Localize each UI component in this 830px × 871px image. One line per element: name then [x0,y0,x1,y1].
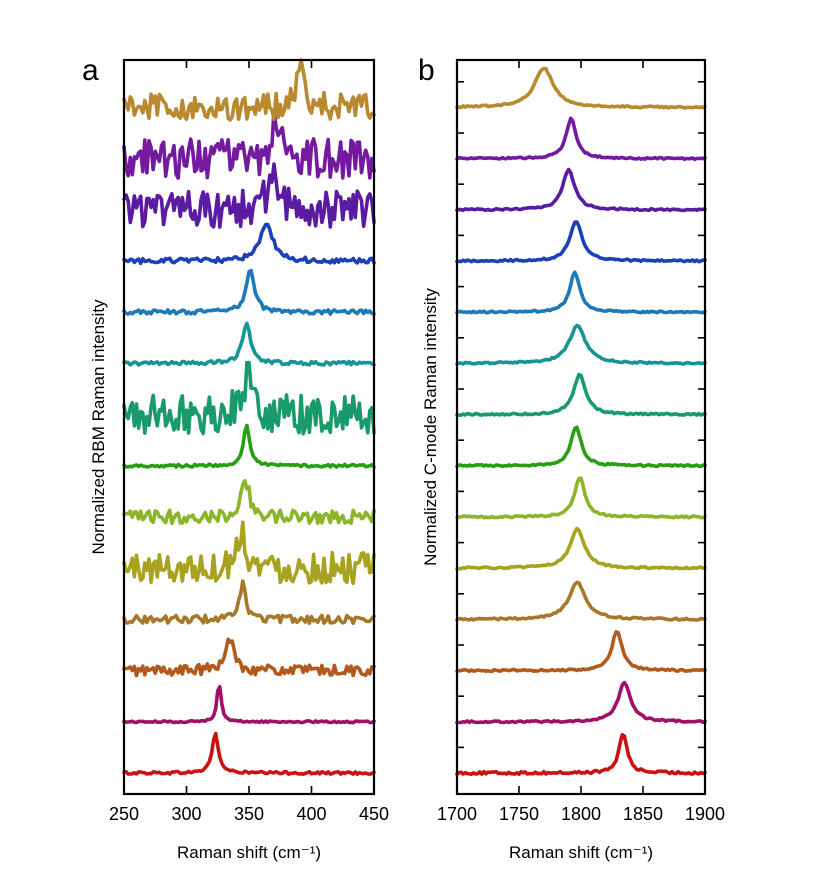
panel-b-x-tick-label-3: 1850 [623,804,663,824]
panel-a-trace-13 [122,58,376,122]
panel-b-traces [455,66,707,776]
panel-a-trace-11 [122,162,376,229]
panel-b-trace-1 [455,680,707,725]
panel-a-trace-10 [122,222,376,266]
panel-a-trace-8 [122,321,376,367]
panel-a-traces [122,58,376,776]
panel-b-x-tick-label-2: 1800 [561,804,601,824]
panel-b-trace-7 [455,372,707,417]
panel-b-frame [455,58,707,796]
panel-b-trace-8 [455,323,707,366]
panel-b-y-axis-title: Normalized C-mode Raman intensity [421,288,440,566]
panel-b-label: b [418,54,435,87]
panel-b-trace-0 [455,732,707,776]
panel-b-trace-5 [455,476,707,520]
panel-b-x-tick-label-0: 1700 [437,804,477,824]
panel-b-trace-6 [455,425,707,469]
panel-a-x-tick-label-0: 250 [109,804,139,824]
panel-b-trace-13 [455,66,707,110]
panel-b-x-axis-title: Raman shift (cm⁻¹) [509,843,653,862]
panel-a: a 250 300 350 400 450 Raman shift (cm⁻¹) Nor… [82,54,389,862]
panel-a-label: a [82,54,99,87]
panel-b-x-ticks: 1700 1750 1800 1850 1900 [437,60,725,824]
panel-b-trace-11 [455,167,707,213]
panel-a-trace-0 [122,731,376,776]
panel-a-trace-12 [122,108,376,180]
panel-a-x-tick-label-3: 400 [296,804,326,824]
panel-b: b 1700 1750 1800 1850 1900 Raman shift (cm⁻¹… [418,54,725,862]
panel-b-trace-2 [455,630,707,674]
panel-a-trace-9 [122,268,376,316]
panel-a-trace-5 [122,479,376,526]
panel-a-x-axis-title: Raman shift (cm⁻¹) [177,843,321,862]
panel-b-x-tick-label-4: 1900 [685,804,725,824]
panel-b-trace-4 [455,526,707,571]
panel-b-x-tick-label-1: 1750 [499,804,539,824]
panel-b-trace-10 [455,220,707,264]
panel-a-x-tick-label-1: 300 [171,804,201,824]
panel-a-trace-3 [122,579,376,625]
panel-b-trace-9 [455,270,707,315]
panel-a-trace-2 [122,637,376,678]
panel-a-trace-1 [122,685,376,725]
panel-a-trace-7 [122,360,376,436]
panel-b-trace-12 [455,116,707,162]
panel-a-trace-4 [122,520,376,586]
panel-a-trace-6 [122,423,376,469]
panel-a-x-ticks: 250 300 350 400 450 [109,60,389,824]
panel-a-x-tick-label-2: 350 [234,804,264,824]
panel-b-trace-3 [455,580,707,622]
panel-a-y-axis-title: Normalized RBM Raman intensity [89,299,108,555]
panel-a-x-tick-label-4: 450 [359,804,389,824]
